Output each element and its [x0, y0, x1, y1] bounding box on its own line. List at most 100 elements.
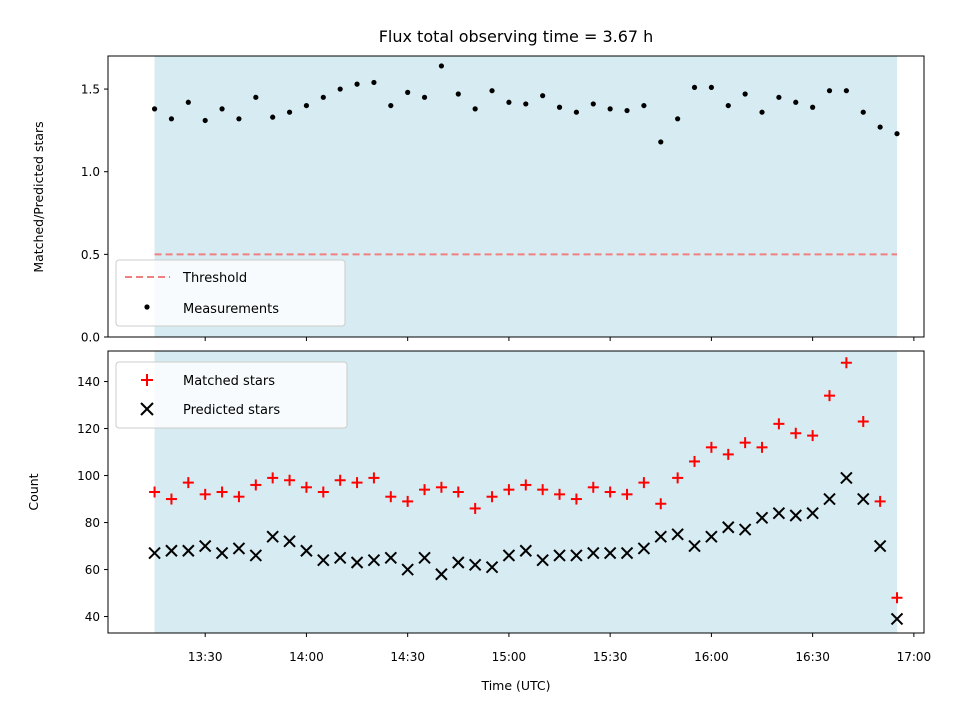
predicted-star-point	[435, 568, 448, 581]
predicted-star-point	[873, 539, 887, 553]
predicted-star-point	[350, 556, 364, 569]
predicted-star-point	[182, 544, 195, 557]
measurement-point	[658, 139, 664, 145]
predicted-star-point	[637, 542, 651, 555]
matched-star-point	[739, 437, 751, 449]
predicted-star-point	[468, 558, 482, 572]
matched-star-point	[874, 495, 886, 507]
matched-star-point	[824, 390, 836, 402]
measurement-point	[877, 124, 883, 130]
top-y-axis-label: Matched/Predicted stars	[31, 121, 46, 272]
bottom-y-tick-label: 80	[85, 516, 100, 530]
legend-measurements-swatch	[144, 304, 150, 310]
bottom-legend: Matched stars Predicted stars	[115, 361, 348, 429]
predicted-star-point	[840, 471, 853, 485]
matched-star-point	[469, 502, 481, 514]
legend-predicted-label: Predicted stars	[183, 403, 280, 418]
predicted-star-point	[333, 551, 347, 565]
matched-star-point	[149, 486, 161, 498]
predicted-star-point	[485, 560, 499, 574]
predicted-star-point	[671, 528, 684, 541]
measurement-point	[472, 106, 478, 112]
matched-star-point	[165, 493, 177, 505]
matched-star-point	[182, 477, 194, 489]
measurement-point	[455, 91, 461, 97]
measurement-point	[371, 79, 377, 86]
measurement-point	[894, 131, 900, 137]
measurement-point	[185, 99, 191, 105]
measurement-point	[641, 102, 647, 109]
matched-star-point	[402, 495, 414, 507]
measurement-point	[725, 102, 731, 109]
top-axes-frame	[107, 55, 925, 338]
x-tick-label: 14:00	[289, 650, 324, 664]
predicted-star-point	[502, 549, 516, 562]
bottom-y-tick-label: 140	[77, 375, 100, 389]
predicted-star-point	[367, 553, 381, 567]
x-axis-label: Time (UTC)	[480, 678, 550, 693]
matched-star-point	[722, 448, 734, 460]
matched-star-point	[705, 441, 717, 453]
matched-star-point	[790, 427, 802, 439]
matched-star-point	[300, 481, 312, 493]
x-tick-label: 13:30	[188, 650, 223, 664]
predicted-star-point	[536, 553, 549, 567]
measurement-point	[742, 91, 748, 97]
measurement-point	[708, 84, 714, 91]
predicted-star-point	[688, 539, 701, 553]
measurement-point	[523, 101, 529, 107]
bottom-y-axis-label: Count	[26, 473, 41, 510]
predicted-star-point	[553, 549, 566, 562]
predicted-star-point	[249, 549, 263, 562]
predicted-star-point	[705, 530, 718, 543]
measurement-point	[320, 94, 326, 100]
matched-star-point	[250, 479, 262, 491]
top-legend: Threshold Measurements	[115, 259, 346, 327]
predicted-star-point	[401, 563, 414, 576]
matched-star-point	[351, 477, 363, 489]
bottom-y-tick-label: 40	[85, 610, 100, 624]
measurement-point	[573, 109, 580, 115]
legend-threshold-label: Threshold	[182, 271, 247, 286]
matched-star-point	[756, 441, 768, 453]
matched-star-point	[452, 486, 464, 498]
x-tick-label: 17:00	[897, 650, 932, 664]
x-tick-label: 15:30	[593, 650, 628, 664]
x-tick-label: 14:30	[390, 650, 425, 664]
measurement-point	[607, 106, 613, 112]
matched-star-point	[334, 474, 346, 486]
predicted-star-point	[266, 530, 279, 543]
predicted-star-point	[198, 539, 212, 553]
matched-star-point	[267, 472, 279, 484]
matched-star-point	[385, 491, 397, 503]
measurement-point	[506, 99, 512, 105]
legend-measurements-label: Measurements	[183, 302, 279, 317]
predicted-star-point	[519, 544, 532, 557]
bottom-axes-frame	[107, 350, 925, 634]
measurement-point	[151, 106, 158, 112]
measurement-point	[776, 94, 782, 100]
predicted-star-point	[418, 551, 431, 565]
measurement-point	[691, 84, 698, 91]
matched-star-point	[891, 592, 903, 604]
predicted-star-point	[300, 544, 313, 557]
measurement-point	[270, 114, 276, 120]
top-panel: 0.0 0.5 1.0 1.5 Matched/Predicted stars Thr…	[31, 55, 925, 345]
matched-star-point	[435, 481, 447, 493]
predicted-star-point	[620, 546, 634, 560]
matched-star-point	[317, 486, 329, 498]
measurement-point	[826, 88, 833, 94]
top-y-tick-label: 0.0	[81, 331, 100, 345]
predicted-star-point	[890, 612, 904, 626]
matched-star-point	[638, 477, 650, 489]
bottom-legend-box	[115, 361, 348, 429]
top-y-ticks: 0.0 0.5 1.0 1.5	[81, 83, 108, 345]
measurement-point	[337, 86, 343, 92]
measurement-point	[843, 88, 849, 94]
matched-star-point	[199, 488, 211, 500]
measurement-point	[675, 116, 681, 122]
matched-star-point	[368, 472, 380, 484]
measurement-point	[286, 109, 293, 115]
legend-matched-swatch	[141, 374, 153, 386]
predicted-star-point	[789, 509, 802, 522]
